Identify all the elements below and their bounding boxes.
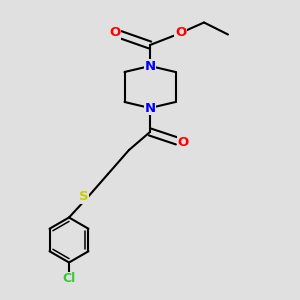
- Text: O: O: [175, 26, 186, 39]
- Text: Cl: Cl: [62, 272, 76, 286]
- Text: N: N: [144, 101, 156, 115]
- Text: O: O: [177, 136, 189, 149]
- Text: S: S: [79, 190, 89, 203]
- Text: N: N: [144, 59, 156, 73]
- Text: O: O: [109, 26, 120, 40]
